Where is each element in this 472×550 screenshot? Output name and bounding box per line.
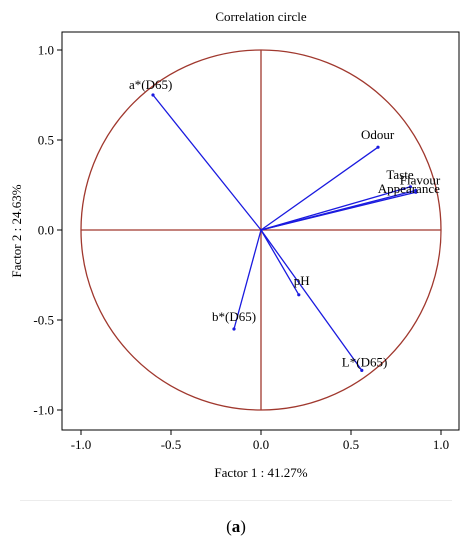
label-b-d65: b*(D65) (212, 309, 256, 324)
point-ph (297, 293, 301, 297)
chart-title: Correlation circle (215, 9, 307, 24)
figure-caption: (a) (226, 517, 246, 536)
vector-appearance (260, 191, 416, 231)
vector-l-d65 (260, 229, 363, 371)
x-tick-label: -0.5 (161, 437, 182, 452)
point-b-d65 (232, 327, 236, 331)
vector-odour (260, 146, 379, 231)
axis-ticks: -1.0 -0.5 0.0 0.5 1.0 1.0 0.5 0.0 -0.5 -1.0 (33, 43, 449, 453)
label-a-d65: a*(D65) (129, 77, 172, 92)
caption-letter: a (231, 517, 241, 536)
vector-ph (260, 229, 300, 296)
correlation-circle-chart: Correlation circle -1.0 -0.5 0.0 0.5 1.0 1.0 0… (9, 9, 460, 480)
caption-divider (20, 500, 452, 501)
y-axis-label: Factor 2 : 24.63% (9, 184, 24, 277)
label-taste: Taste (386, 167, 413, 182)
y-tick-label: 0.5 (38, 133, 54, 148)
label-appearance: Appearance (378, 181, 440, 196)
point-taste (408, 185, 412, 189)
vector-a-d65 (152, 94, 262, 231)
label-odour: Odour (361, 127, 395, 142)
point-a-d65 (151, 93, 155, 97)
x-tick-label: 0.0 (253, 437, 269, 452)
y-tick-label: -0.5 (33, 313, 54, 328)
y-tick-label: 1.0 (38, 43, 54, 58)
y-tick-label: -1.0 (33, 403, 54, 418)
vector-taste (260, 186, 411, 231)
label-l-d65: L*(D65) (342, 354, 388, 369)
loading-vectors (151, 93, 418, 372)
x-axis-label: Factor 1 : 41.27% (214, 465, 307, 480)
vector-b-d65 (233, 229, 262, 330)
label-flavour: Flavour (400, 172, 441, 187)
x-tick-label: 1.0 (433, 437, 449, 452)
point-appearance (414, 190, 418, 194)
point-odour (376, 145, 380, 149)
y-tick-label: 0.0 (38, 223, 54, 238)
x-tick-label: -1.0 (71, 437, 92, 452)
label-ph: pH (294, 273, 310, 288)
point-l-d65 (360, 368, 364, 372)
x-tick-label: 0.5 (343, 437, 359, 452)
